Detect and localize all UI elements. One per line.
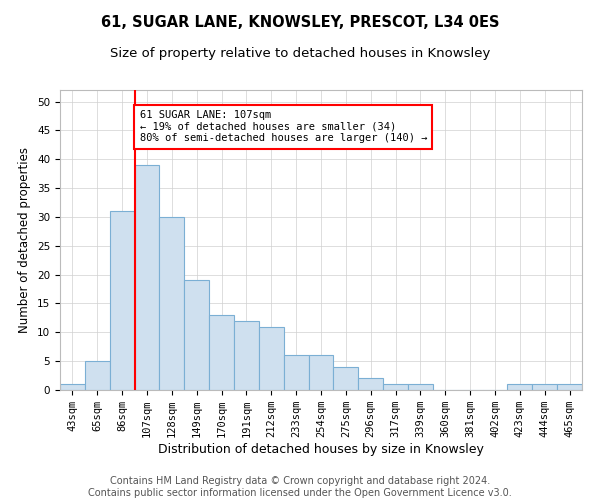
Bar xyxy=(85,361,110,390)
Bar xyxy=(160,217,184,390)
Bar xyxy=(284,356,308,390)
Bar xyxy=(557,384,582,390)
Bar xyxy=(209,315,234,390)
Bar xyxy=(60,384,85,390)
X-axis label: Distribution of detached houses by size in Knowsley: Distribution of detached houses by size … xyxy=(158,443,484,456)
Text: 61, SUGAR LANE, KNOWSLEY, PRESCOT, L34 0ES: 61, SUGAR LANE, KNOWSLEY, PRESCOT, L34 0… xyxy=(101,15,499,30)
Bar xyxy=(358,378,383,390)
Bar xyxy=(334,367,358,390)
Y-axis label: Number of detached properties: Number of detached properties xyxy=(19,147,31,333)
Bar xyxy=(134,165,160,390)
Text: Contains HM Land Registry data © Crown copyright and database right 2024.
Contai: Contains HM Land Registry data © Crown c… xyxy=(88,476,512,498)
Bar xyxy=(532,384,557,390)
Bar xyxy=(383,384,408,390)
Bar xyxy=(234,321,259,390)
Bar xyxy=(308,356,334,390)
Bar xyxy=(110,211,134,390)
Bar xyxy=(408,384,433,390)
Bar xyxy=(259,326,284,390)
Text: 61 SUGAR LANE: 107sqm
← 19% of detached houses are smaller (34)
80% of semi-deta: 61 SUGAR LANE: 107sqm ← 19% of detached … xyxy=(140,110,427,144)
Text: Size of property relative to detached houses in Knowsley: Size of property relative to detached ho… xyxy=(110,48,490,60)
Bar xyxy=(508,384,532,390)
Bar xyxy=(184,280,209,390)
